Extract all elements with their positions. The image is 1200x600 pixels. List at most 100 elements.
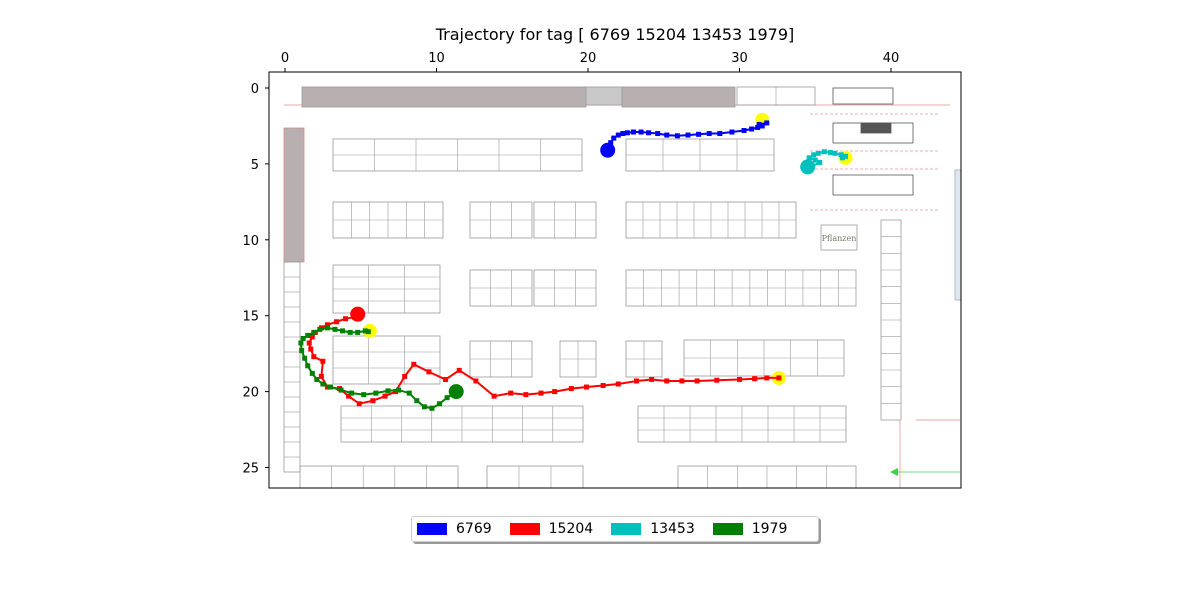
series-line — [308, 316, 779, 405]
legend-swatch — [712, 523, 743, 535]
data-point — [320, 381, 326, 387]
series-15204 — [306, 306, 786, 407]
data-point — [838, 152, 844, 158]
data-point — [611, 135, 617, 141]
y-tick-label: 25 — [242, 462, 259, 477]
legend-swatch — [509, 523, 540, 535]
data-point — [812, 157, 818, 163]
data-point — [338, 387, 344, 393]
data-point — [324, 384, 330, 390]
data-point — [615, 132, 621, 138]
data-point — [305, 332, 311, 338]
data-point — [508, 390, 514, 396]
legend-swatch — [611, 523, 642, 535]
data-point — [426, 369, 432, 375]
end-marker — [448, 384, 464, 400]
data-point — [317, 326, 323, 332]
data-point — [764, 375, 770, 381]
data-point — [362, 328, 368, 334]
data-point — [343, 316, 349, 322]
data-point — [638, 129, 644, 135]
legend-label: 1979 — [751, 521, 788, 537]
end-marker — [600, 142, 616, 158]
chart-title: Trajectory for tag [ 6769 15204 13453 19… — [435, 25, 795, 44]
data-point — [306, 340, 312, 346]
data-point — [749, 126, 755, 132]
series-1979 — [298, 323, 464, 411]
data-point — [305, 363, 311, 369]
floorplan-shelf — [332, 335, 441, 385]
legend-label: 13453 — [650, 521, 695, 537]
data-point — [685, 132, 691, 138]
data-point — [302, 355, 308, 361]
data-point — [664, 132, 670, 138]
data-point — [320, 358, 326, 364]
data-point — [300, 335, 306, 341]
data-point — [649, 376, 655, 382]
x-tick-label: 20 — [580, 51, 597, 66]
plot-frame — [268, 71, 962, 489]
data-point — [346, 393, 352, 399]
data-point — [840, 155, 846, 161]
floorplan-vehicle — [860, 122, 892, 134]
data-point — [815, 150, 821, 156]
data-point — [752, 376, 758, 382]
floorplan-vehicle — [832, 174, 914, 196]
floorplan-plants-box — [820, 224, 858, 251]
data-point — [406, 390, 412, 396]
data-point — [817, 159, 823, 165]
y-tick-label: 0 — [251, 82, 259, 97]
data-point — [568, 386, 574, 392]
data-point — [552, 389, 558, 395]
data-point — [694, 378, 700, 384]
series-layer — [298, 112, 853, 411]
floorplan-arrow — [890, 468, 898, 476]
data-point — [741, 128, 747, 134]
data-point — [370, 398, 376, 404]
x-tick-label: 0 — [281, 51, 289, 66]
data-point — [429, 405, 435, 411]
y-tick-label: 5 — [251, 158, 259, 173]
data-point — [347, 329, 353, 335]
floorplan-label: Pflanzen — [822, 234, 857, 243]
data-point — [523, 392, 529, 398]
data-point — [664, 378, 670, 384]
floorplan-vehicle — [832, 87, 894, 105]
data-point — [385, 388, 391, 394]
data-point — [821, 149, 827, 155]
data-point — [421, 404, 427, 410]
data-point — [473, 378, 479, 384]
data-point — [655, 131, 661, 137]
data-point — [456, 367, 462, 373]
data-point — [633, 378, 639, 384]
data-point — [334, 319, 340, 325]
data-point — [311, 354, 317, 360]
floorplan-band — [585, 86, 623, 106]
data-point — [624, 130, 630, 136]
legend-label: 15204 — [548, 521, 594, 537]
data-point — [298, 340, 304, 346]
data-point — [396, 387, 402, 393]
data-point — [324, 322, 330, 328]
floorplan-band — [301, 86, 587, 108]
floor-plan-background: Pflanzen — [283, 86, 961, 488]
data-point — [811, 152, 817, 158]
series-6769 — [600, 112, 770, 158]
data-point — [340, 328, 346, 334]
data-point — [365, 329, 371, 335]
series-13453 — [800, 149, 853, 175]
data-point — [843, 153, 849, 159]
data-point — [583, 384, 589, 390]
legend-item: 13453 — [611, 521, 695, 537]
data-point — [615, 381, 621, 387]
data-point — [382, 393, 388, 399]
data-point — [309, 370, 315, 376]
data-point — [706, 131, 712, 137]
data-point — [443, 376, 449, 382]
floorplan-window — [954, 169, 961, 301]
legend-label: 6769 — [456, 521, 492, 537]
data-point — [608, 140, 614, 146]
y-tick-label: 15 — [242, 310, 259, 325]
legend-item: 6769 — [417, 521, 492, 537]
